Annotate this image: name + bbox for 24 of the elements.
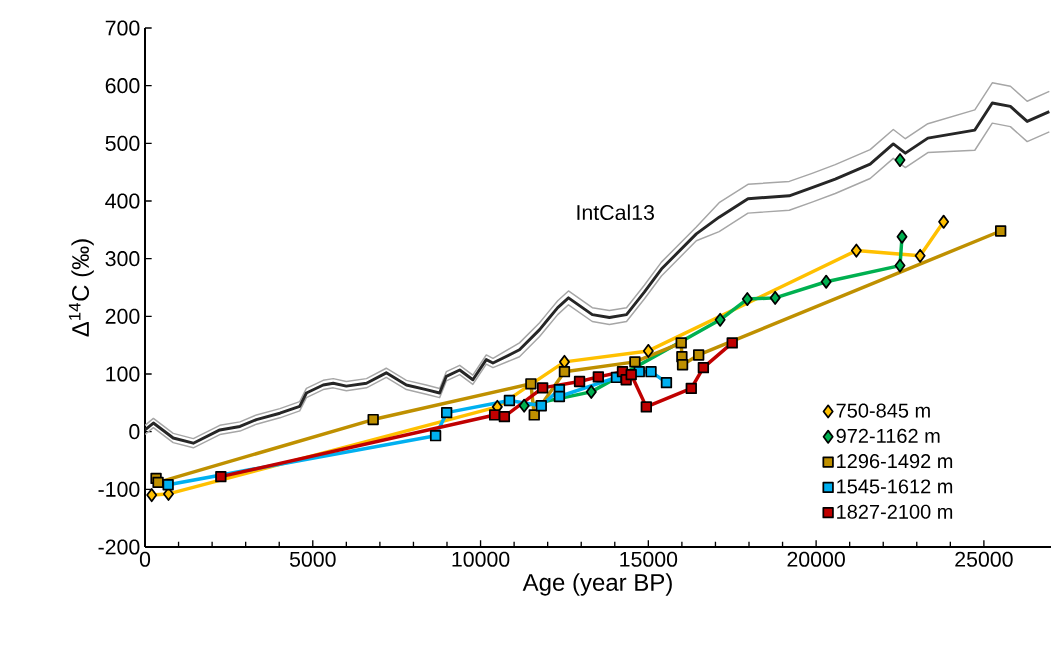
legend-label: 1827-2100 m: [837, 504, 953, 519]
legend-label: 972-1162 m: [836, 428, 940, 443]
x-tick-label: 0: [139, 551, 151, 567]
y-tick-label: 200: [105, 308, 140, 324]
y-tick-label: 0: [129, 424, 140, 440]
y-tick-label: -200: [98, 539, 140, 555]
x-tick-label: 15000: [620, 551, 678, 567]
x-tick-label: 20000: [787, 551, 845, 567]
legend-label: 1296-1492 m: [837, 454, 953, 469]
series-label: IntCal13: [577, 204, 654, 221]
legend-label: 750-845 m: [836, 403, 930, 418]
y-tick-label: -100: [98, 481, 140, 497]
x-tick-label: 25000: [955, 551, 1013, 567]
y-tick-label: 600: [105, 78, 140, 94]
y-tick-label: 400: [105, 193, 140, 209]
legend-label: 1545-1612 m: [837, 479, 953, 494]
y-tick-label: 300: [105, 251, 140, 267]
x-tick-label: 5000: [289, 551, 336, 567]
x-tick-label: 10000: [452, 551, 510, 567]
y-tick-label: 100: [106, 366, 140, 382]
y-axis-title: Δ$^{14}$C (‰): [68, 239, 94, 337]
x-axis-title: Age (year BP): [522, 573, 672, 596]
y-tick-label: 500: [105, 135, 140, 151]
y-tick-label: 700: [105, 20, 140, 36]
